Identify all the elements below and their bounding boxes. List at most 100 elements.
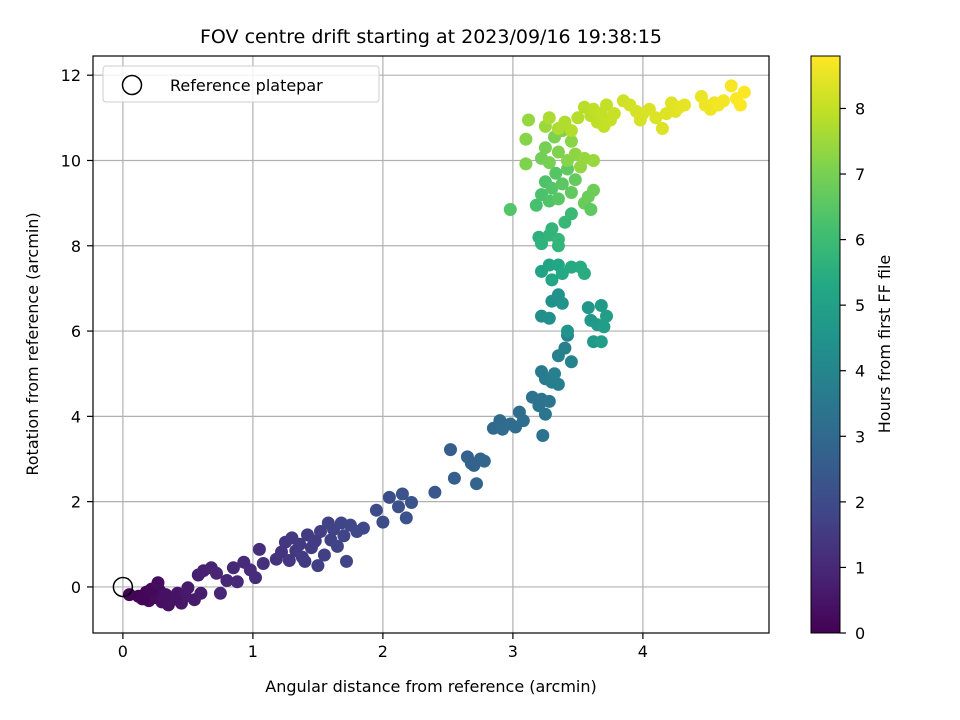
data-point — [568, 173, 582, 187]
colorbar-tick-label: 6 — [855, 231, 865, 250]
legend-entry-reference-platepar: Reference platepar — [170, 76, 323, 95]
data-point — [564, 134, 578, 148]
data-point — [210, 566, 223, 580]
data-point — [581, 301, 595, 315]
data-point — [584, 203, 598, 216]
data-point — [444, 443, 457, 457]
data-point — [717, 94, 730, 108]
data-point — [470, 477, 483, 491]
data-point — [447, 471, 461, 485]
data-point — [399, 511, 413, 525]
data-point — [737, 85, 751, 99]
data-point — [655, 122, 669, 135]
data-point — [607, 107, 621, 121]
y-tick-label: 10 — [61, 151, 81, 170]
data-point — [252, 542, 266, 556]
colorbar-tick-label: 5 — [855, 296, 865, 315]
data-point — [535, 237, 548, 251]
data-point — [542, 111, 556, 125]
data-point — [542, 394, 556, 408]
data-point — [564, 186, 578, 199]
data-point — [356, 521, 370, 535]
data-point — [724, 79, 738, 93]
colorbar-gradient — [810, 55, 841, 634]
data-point — [382, 490, 396, 504]
data-point — [600, 98, 613, 112]
data-point — [395, 487, 409, 501]
data-point — [542, 311, 556, 325]
data-point — [548, 367, 561, 381]
data-point — [293, 537, 307, 551]
data-point — [340, 554, 353, 568]
data-point — [600, 309, 613, 323]
data-point — [168, 592, 182, 606]
data-point — [467, 458, 481, 472]
reference-platepar-marker — [112, 576, 134, 598]
data-point — [594, 335, 608, 349]
data-point — [558, 341, 572, 355]
y-tick-label: 0 — [71, 578, 81, 597]
data-point — [477, 454, 491, 468]
data-point — [564, 260, 578, 274]
colorbar-tick-label: 4 — [855, 362, 865, 381]
data-point — [311, 559, 325, 573]
data-point — [545, 273, 559, 287]
data-point — [551, 377, 565, 391]
colorbar-tick-label: 1 — [855, 558, 865, 577]
data-point — [549, 166, 563, 180]
data-point — [519, 157, 533, 171]
data-point — [545, 181, 559, 195]
data-point — [733, 98, 747, 112]
data-point — [577, 267, 591, 280]
x-tick-label: 0 — [118, 642, 128, 661]
data-point — [564, 207, 578, 221]
data-point — [249, 571, 262, 585]
x-tick-label: 4 — [638, 642, 648, 661]
y-tick-label: 8 — [71, 237, 81, 256]
data-point — [256, 557, 270, 570]
data-point — [545, 222, 559, 236]
data-point — [135, 592, 149, 606]
data-point — [564, 124, 578, 138]
colorbar-tick-label: 2 — [855, 493, 865, 512]
data-point — [594, 299, 608, 312]
x-tick-label: 3 — [508, 642, 518, 661]
data-point — [369, 503, 383, 517]
y-axis-label: Rotation from reference (arcmin) — [23, 212, 42, 475]
data-point — [220, 574, 234, 587]
data-points — [112, 79, 751, 612]
x-axis-ticks: 0 1 2 3 4 — [118, 633, 648, 661]
data-point — [298, 554, 312, 568]
y-tick-label: 4 — [71, 407, 81, 426]
data-point — [551, 239, 565, 253]
y-tick-label: 2 — [71, 493, 81, 512]
y-tick-label: 6 — [71, 322, 81, 341]
legend-box — [102, 65, 380, 103]
x-axis-label: Angular distance from reference (arcmin) — [265, 677, 596, 696]
data-point — [555, 267, 569, 280]
y-tick-label: 12 — [61, 66, 81, 85]
colorbar-ticks: 0 1 2 3 4 5 6 7 8 — [840, 99, 865, 643]
data-point — [516, 414, 530, 428]
colorbar-tick-label: 0 — [855, 624, 865, 643]
x-tick-label: 1 — [248, 642, 258, 661]
data-point — [597, 320, 611, 334]
data-point — [503, 203, 517, 216]
data-point — [376, 515, 390, 529]
data-point — [337, 529, 351, 543]
colorbar-label: Hours from first FF file — [875, 255, 894, 434]
legend: Reference platepar — [102, 65, 380, 103]
colorbar: 0 1 2 3 4 5 6 7 8 Hours from first FF file — [810, 55, 894, 643]
data-point — [314, 525, 327, 538]
data-point — [551, 145, 565, 159]
data-point — [282, 554, 296, 567]
data-point — [194, 586, 208, 600]
data-point — [181, 581, 195, 595]
chart-title: FOV centre drift starting at 2023/09/16 … — [200, 26, 662, 48]
colorbar-tick-label: 7 — [855, 165, 865, 184]
data-point — [519, 132, 533, 146]
data-point — [555, 296, 569, 310]
data-point — [151, 576, 165, 590]
data-point — [428, 485, 442, 499]
data-point — [317, 548, 331, 562]
